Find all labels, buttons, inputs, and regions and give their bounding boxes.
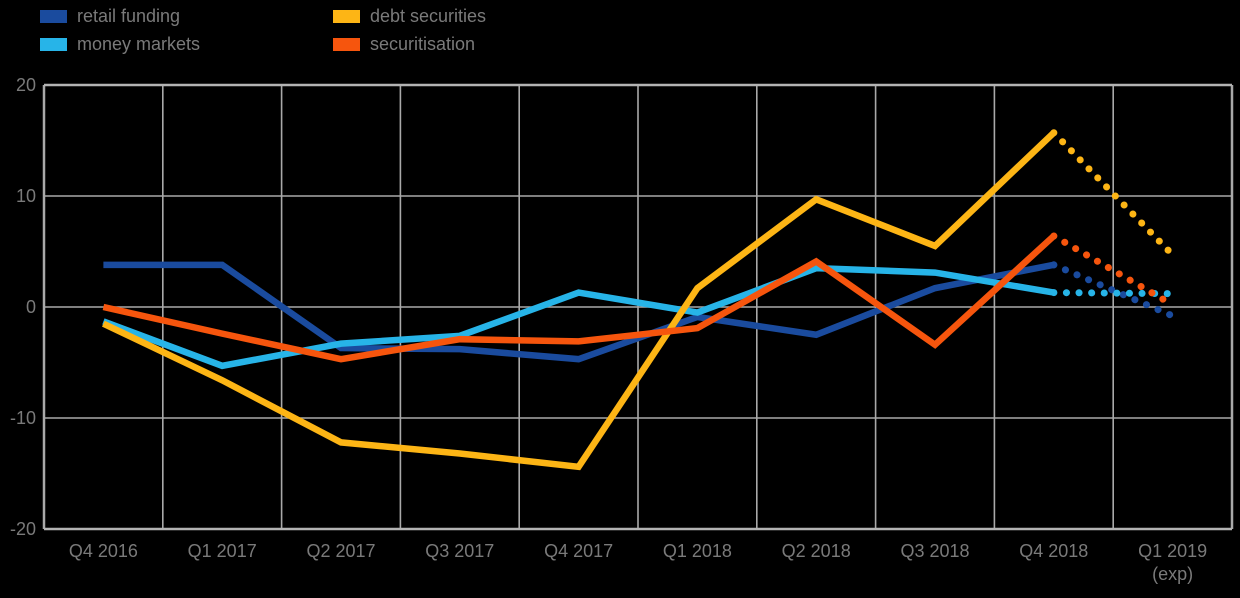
- x-axis-tick-sublabel: (exp): [1152, 564, 1193, 584]
- legend-swatch-money-markets: [40, 37, 67, 51]
- x-axis-tick-label: Q3 2018: [900, 541, 969, 561]
- legend-label-securitisation: securitisation: [370, 34, 476, 54]
- series-forecast-line-securitisation: [1050, 232, 1177, 309]
- legend-item-money-markets: money markets: [40, 34, 200, 54]
- legend-swatch-securitisation: [333, 37, 360, 51]
- series-line-securitisation: [102, 233, 1056, 363]
- series-forecast-line-retail-funding: [1050, 261, 1177, 320]
- x-axis-tick-label: Q1 2019: [1138, 541, 1207, 561]
- legend-item-retail-funding: retail funding: [40, 6, 180, 26]
- x-axis-tick-label: Q4 2017: [544, 541, 613, 561]
- x-axis-tick-label: Q4 2018: [1019, 541, 1088, 561]
- series-line-debt-securities: [102, 130, 1057, 471]
- series-line-retail-funding: [103, 261, 1055, 363]
- legend-swatch-debt-securities: [333, 9, 360, 23]
- legend-item-debt-securities: debt securities: [333, 6, 486, 26]
- legend-label-retail-funding: retail funding: [77, 6, 181, 26]
- y-axis-tick-label: 20: [16, 75, 36, 95]
- y-axis-tick-label: -20: [10, 519, 36, 539]
- series-line-money-markets: [102, 264, 1055, 370]
- x-axis-tick-label: Q3 2017: [425, 541, 494, 561]
- y-axis-tick-label: -10: [10, 408, 36, 428]
- y-axis-tick-label: 0: [26, 297, 36, 317]
- series-forecast-line-debt-securities: [1050, 129, 1177, 259]
- y-axis-tick-label: 10: [16, 186, 36, 206]
- legend-swatch-retail-funding: [40, 9, 67, 23]
- x-axis-tick-label: Q4 2016: [69, 541, 138, 561]
- x-axis-tick-label: Q2 2017: [306, 541, 375, 561]
- x-axis-tick-label: Q2 2018: [782, 541, 851, 561]
- legend-item-securitisation: securitisation: [333, 34, 475, 54]
- x-axis-tick-label: Q1 2017: [188, 541, 257, 561]
- x-axis-tick-label: Q1 2018: [663, 541, 732, 561]
- legend-label-money-markets: money markets: [77, 34, 201, 54]
- legend-label-debt-securities: debt securities: [370, 6, 487, 26]
